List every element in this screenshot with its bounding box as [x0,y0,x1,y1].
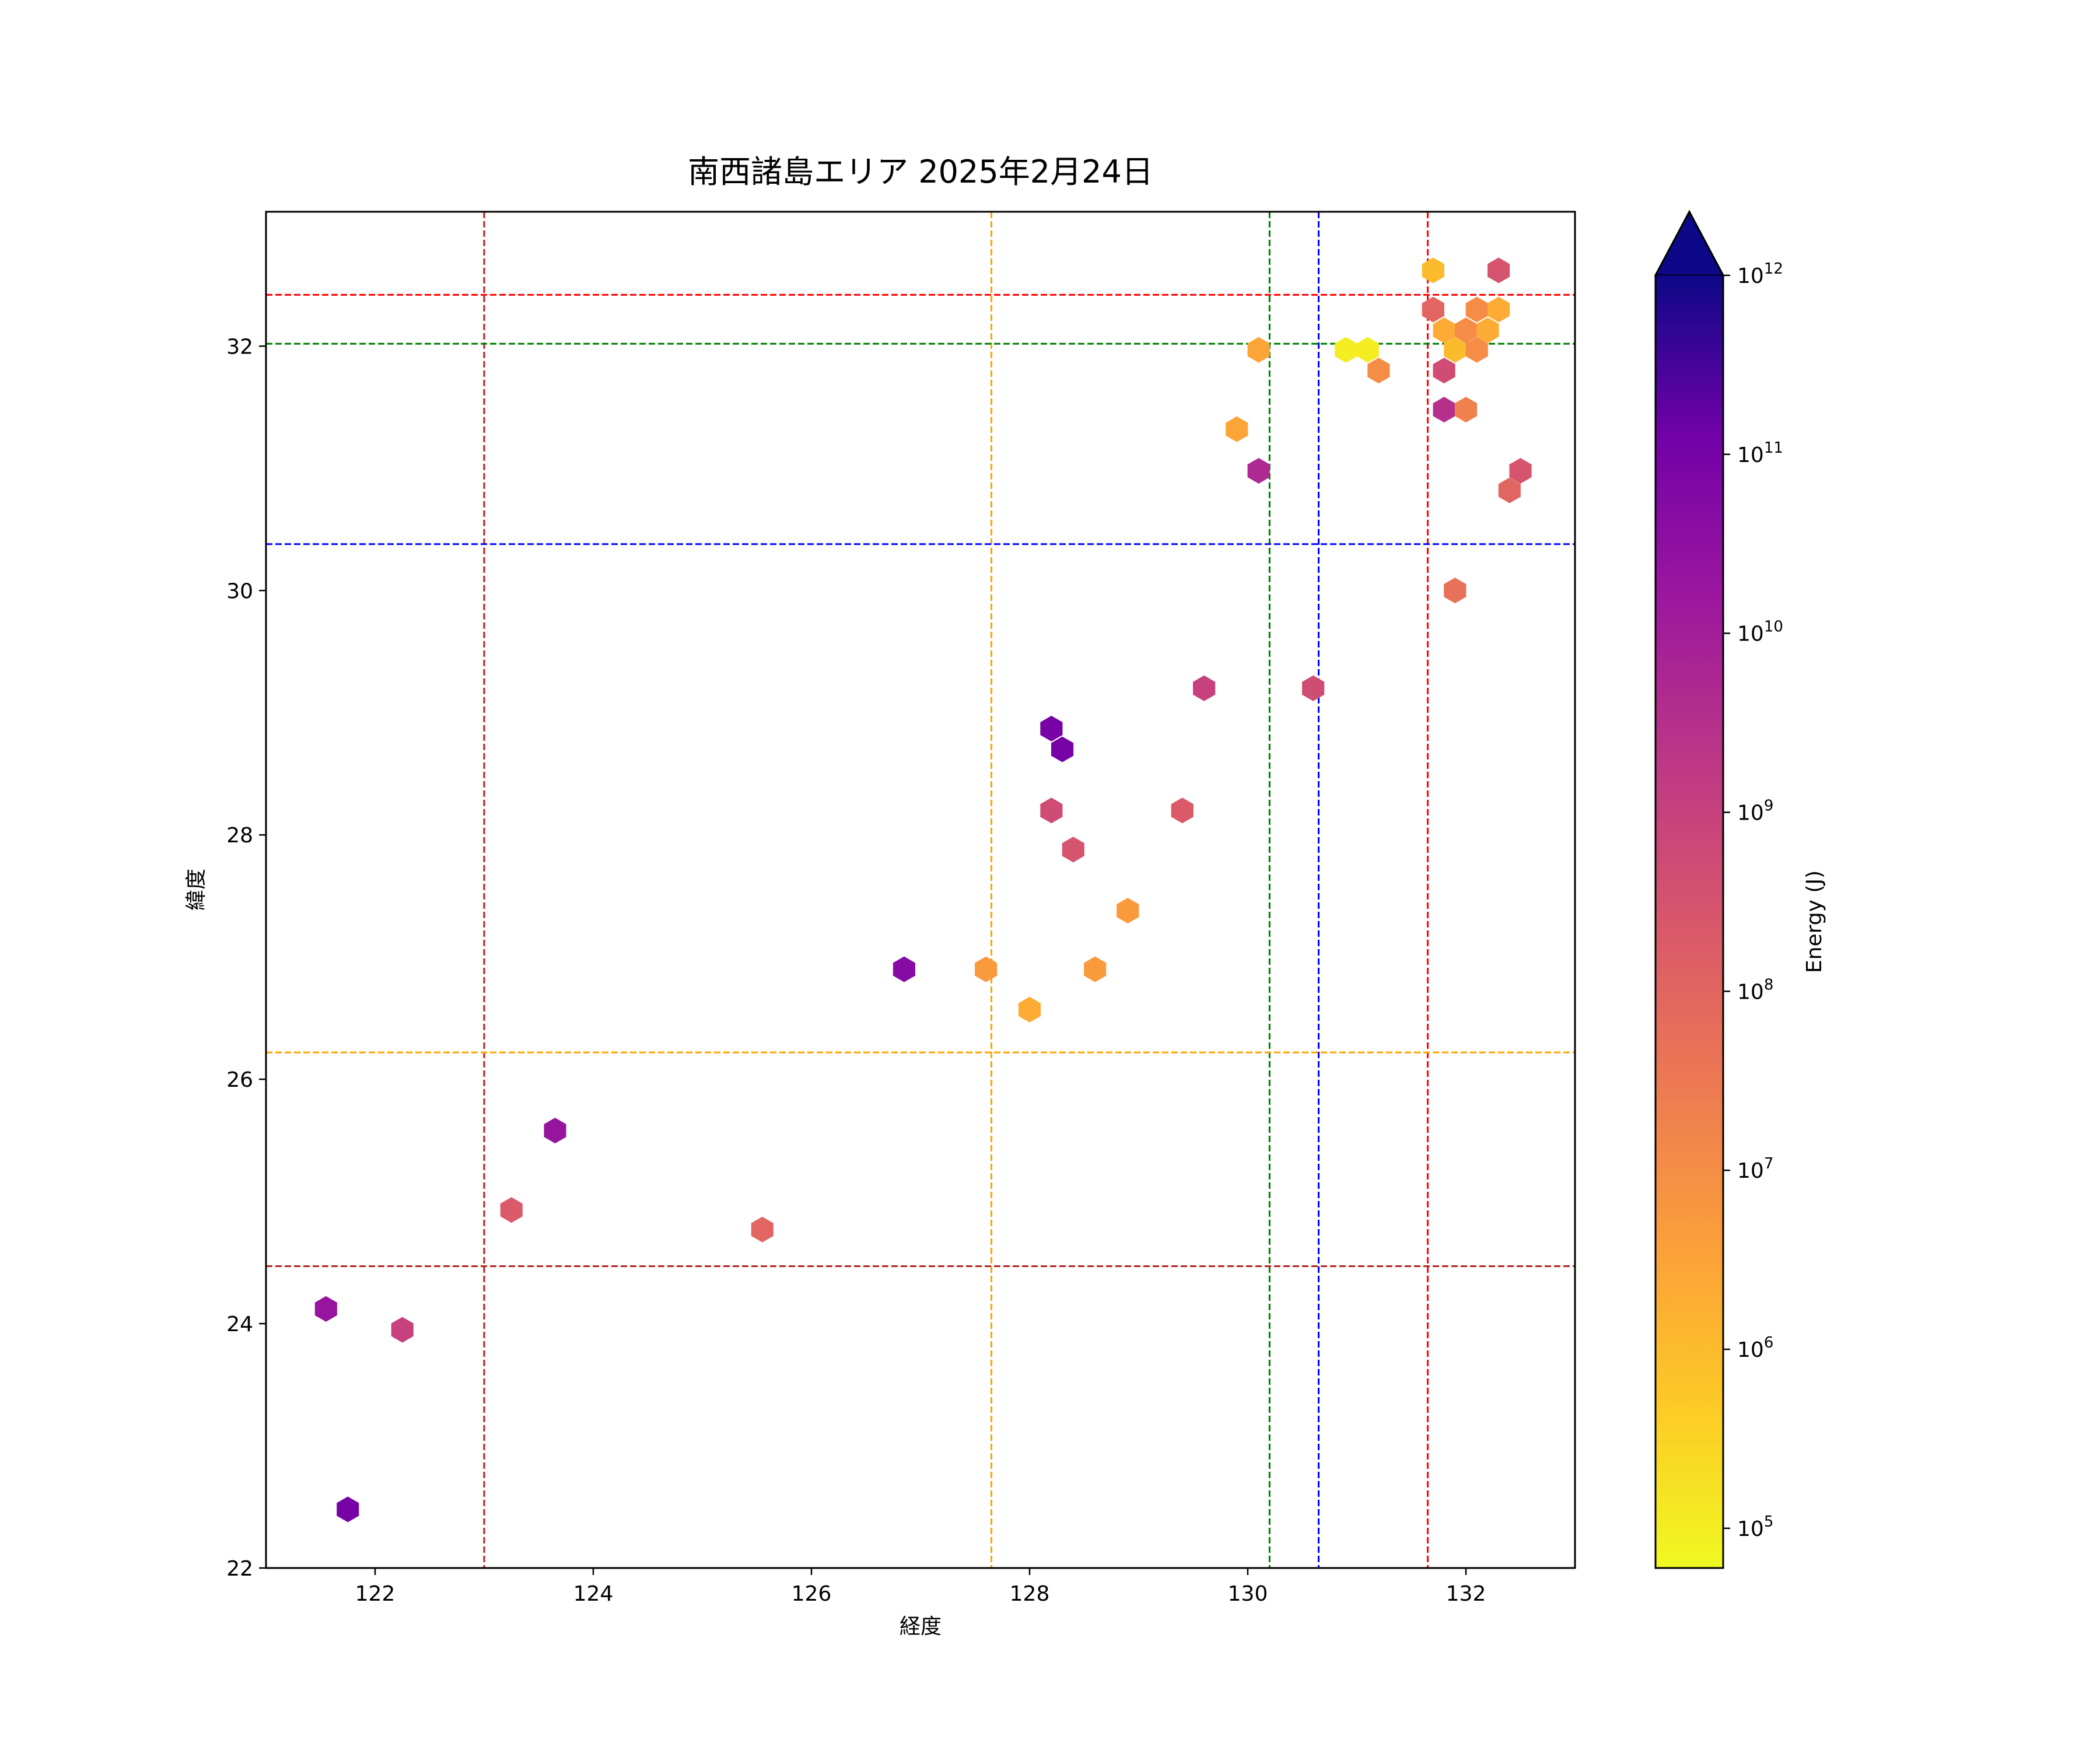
y-tick-label: 26 [226,1068,253,1092]
x-tick-label: 128 [1010,1582,1050,1606]
hexagon-marker [1433,317,1455,344]
data-points [314,257,1532,1522]
colorbar-ticks: 105 106 107 108 109 1010 1011 1012 [1723,260,1783,1541]
y-axis-label: 緯度 [184,869,208,911]
hexagon-marker [1051,736,1074,762]
hexagon-marker [1422,296,1444,323]
colorbar: 105 106 107 108 109 1010 1011 1012 Energy (J) [1654,209,1826,1569]
colorbar-tick-label: 105 [1737,1513,1773,1541]
x-tick-label: 124 [573,1582,614,1606]
hexagon-marker [1247,458,1270,484]
colorbar-tick-label: 109 [1737,797,1773,825]
y-tick-label: 22 [226,1557,253,1581]
hexagon-marker [892,956,915,982]
colorbar-extend-arrow [1654,209,1725,276]
hexagon-marker [1465,337,1488,363]
colorbar-outline [1654,209,1724,1569]
hexagon-marker [1422,257,1444,284]
hexagon-marker [1444,337,1466,363]
hexagon-marker [1018,996,1041,1023]
colorbar-gradient [1656,275,1723,1568]
hexagon-marker [751,1216,774,1242]
x-tick-label: 126 [792,1582,832,1606]
x-tick-label: 132 [1446,1582,1486,1606]
colorbar-tick-label: 1011 [1737,439,1783,467]
hexagon-marker [1476,317,1499,344]
hexagon-marker [1116,898,1139,924]
hexagon-marker [1465,296,1488,323]
x-axis-ticks: 122 124 126 128 130 132 [355,1568,1486,1606]
chart-title: 南西諸島エリア 2025年2月24日 [688,153,1153,190]
hexagon-marker [1498,477,1521,503]
x-tick-label: 122 [355,1582,396,1606]
hexagon-marker [1509,458,1532,484]
x-tick-label: 130 [1228,1582,1268,1606]
colorbar-tick-label: 1012 [1737,260,1783,288]
hexagon-marker [314,1296,337,1322]
y-axis-ticks: 22 24 26 28 30 32 [226,335,266,1581]
hexagon-marker [975,956,998,982]
hexagon-marker [391,1317,414,1343]
y-tick-label: 24 [226,1312,253,1336]
plot-frame [265,211,1576,1569]
hexagon-marker [337,1496,359,1522]
hexagon-marker [1193,675,1216,701]
hexagon-marker [1454,397,1478,423]
hexagon-marker [1488,296,1510,323]
hexagon-marker [1040,797,1063,824]
hexagon-marker [1367,358,1390,384]
y-tick-label: 30 [226,579,253,603]
hexagon-marker [1488,257,1510,284]
hexagon-marker [1084,956,1107,982]
reference-lines [266,212,1575,1568]
colorbar-tick-label: 108 [1737,976,1773,1004]
hexagon-marker [1302,675,1325,701]
colorbar-tick-label: 106 [1737,1334,1773,1362]
hexagon-marker [500,1197,523,1223]
y-tick-label: 28 [226,824,253,848]
y-tick-label: 32 [226,335,253,359]
hexagon-marker [1226,416,1248,442]
hexagon-marker [1356,337,1379,363]
hexagon-marker [1247,337,1270,363]
hexagon-marker [1335,337,1357,363]
hexagon-marker [1171,797,1194,824]
hexagon-marker [1062,836,1084,863]
hexagon-marker [1433,358,1455,384]
hexagon-marker [1444,578,1466,604]
hexagon-marker [1433,397,1455,423]
colorbar-tick-label: 1010 [1737,618,1783,646]
hexagon-marker [544,1118,566,1144]
x-axis-label: 経度 [900,1615,942,1639]
hexagon-marker [1040,716,1063,741]
hexagon-marker [1454,317,1478,344]
colorbar-tick-label: 107 [1737,1155,1773,1183]
colorbar-label: Energy (J) [1803,870,1826,973]
